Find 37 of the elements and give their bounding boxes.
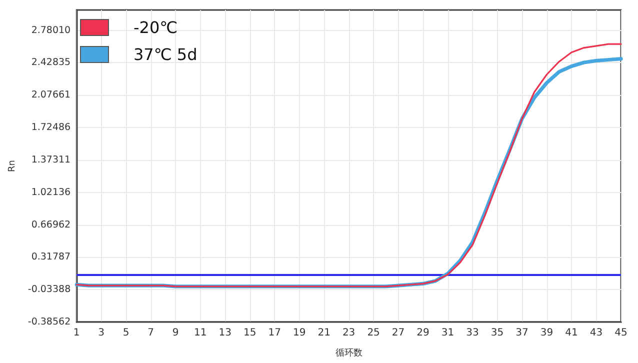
x-tick-label: 29 (416, 328, 430, 338)
x-tick-label: 45 (614, 328, 628, 338)
y-tick-label: -0.03388 (28, 284, 71, 296)
y-tick-label: 2.07661 (31, 90, 71, 101)
x-tick-label: 19 (292, 328, 306, 338)
y-tick-label: 1.37311 (31, 154, 71, 166)
legend-label: 37℃ 5d (134, 45, 198, 64)
x-tick-label: 41 (565, 328, 578, 338)
x-tick-label: 25 (367, 328, 380, 338)
x-tick-label: 5 (122, 328, 130, 338)
x-tick-label: 13 (218, 328, 232, 338)
x-tick-label: 43 (590, 328, 603, 338)
x-tick-label: 9 (172, 328, 179, 338)
y-tick-label: 2.78010 (31, 24, 71, 36)
x-tick-label: 31 (441, 328, 454, 338)
legend-label: -20℃ (134, 18, 178, 37)
x-tick-label: 35 (490, 328, 504, 338)
y-tick-label: 1.02136 (31, 186, 71, 198)
x-tick-label: 11 (194, 328, 207, 338)
x-tick-label: 37 (516, 328, 528, 338)
x-tick-label: 15 (243, 328, 256, 338)
y-tick-label: -0.38562 (28, 316, 71, 328)
x-tick-label: 23 (342, 328, 356, 338)
x-tick-label: 33 (466, 328, 479, 338)
x-tick-label: 1 (73, 328, 80, 338)
x-tick-label: 3 (98, 328, 105, 338)
x-tick-label: 21 (318, 328, 330, 338)
x-axis-title: 循环数 (335, 348, 362, 358)
y-tick-label: 0.31787 (31, 252, 71, 263)
x-tick-label: 27 (392, 328, 405, 338)
y-tick-label: 2.42835 (31, 57, 71, 68)
y-tick-label: 0.66962 (31, 219, 71, 230)
x-tick-label: 7 (148, 328, 154, 338)
x-tick-label: 39 (540, 328, 554, 338)
y-axis-title: Rn (8, 160, 18, 172)
y-tick-label: 1.72486 (31, 122, 71, 134)
x-tick-label: 17 (268, 328, 281, 338)
